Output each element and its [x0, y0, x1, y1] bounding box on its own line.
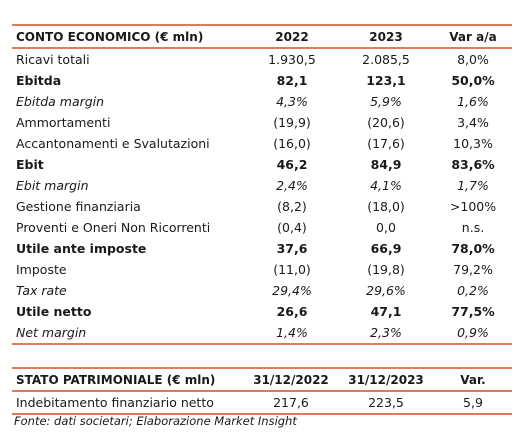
value-2022: (16,0)	[273, 136, 311, 151]
balance-sheet-header: STATO PATRIMONIALE (€ mln) 31/12/2022 31…	[12, 367, 512, 392]
row-label: Ebit	[16, 157, 44, 172]
row-label: Ammortamenti	[16, 115, 111, 130]
table-row: Proventi e Oneri Non Ricorrenti (0,4) 0,0 n…	[12, 217, 512, 238]
value-2022: (0,4)	[277, 220, 307, 235]
row-label: Accantonamenti e Svalutazioni	[16, 136, 210, 151]
value-2022: (8,2)	[277, 199, 307, 214]
row-label: Utile ante imposte	[16, 241, 147, 256]
table-row: Net margin 1,4% 2,3% 0,9%	[12, 322, 512, 343]
value-var: 0,9%	[457, 325, 489, 340]
value-2023: 0,0	[376, 220, 396, 235]
income-statement-body: Ricavi totali 1.930,5 2.085,5 8,0% Ebitda 82,…	[12, 49, 512, 345]
value-2022: 46,2	[276, 157, 308, 172]
table-row: Gestione finanziaria (8,2) (18,0) >100%	[12, 196, 512, 217]
table-row: Ricavi totali 1.930,5 2.085,5 8,0%	[12, 49, 512, 70]
table-row: Ebit 46,2 84,9 83,6%	[12, 154, 512, 175]
value-2023: 2,3%	[370, 325, 402, 340]
value-2022: 4,3%	[276, 94, 308, 109]
value-var: 1,7%	[457, 178, 489, 193]
table-row: Utile netto 26,6 47,1 77,5%	[12, 301, 512, 322]
value-2023: (18,0)	[367, 199, 405, 214]
value-var: 78,0%	[451, 241, 495, 256]
value-2023: 47,1	[370, 304, 402, 319]
value-2022: 26,6	[276, 304, 308, 319]
row-label: Ricavi totali	[16, 52, 90, 67]
table-row: Imposte (11,0) (19,8) 79,2%	[12, 259, 512, 280]
header-label: CONTO ECONOMICO (€ mln)	[16, 29, 204, 44]
value-var: 10,3%	[453, 136, 493, 151]
value-2023: 29,6%	[366, 283, 406, 298]
value-2023: 123,1	[366, 73, 406, 88]
row-label: Indebitamento finanziario netto	[16, 395, 214, 410]
value-var: 0,2%	[457, 283, 489, 298]
table-row: Ebit margin 2,4% 4,1% 1,7%	[12, 175, 512, 196]
value-var: 3,4%	[457, 115, 489, 130]
table-row: Accantonamenti e Svalutazioni (16,0) (17,6…	[12, 133, 512, 154]
value-2023: 66,9	[370, 241, 402, 256]
table-row: Ebitda margin 4,3% 5,9% 1,6%	[12, 91, 512, 112]
value-var: >100%	[449, 199, 497, 214]
row-label: Ebit margin	[16, 178, 89, 193]
header-var: Var.	[460, 372, 486, 387]
header-var: Var a/a	[449, 29, 497, 44]
value-var: 77,5%	[451, 304, 495, 319]
income-statement-header: CONTO ECONOMICO (€ mln) 2022 2023 Var a/…	[12, 24, 512, 49]
value-2022: 217,6	[273, 395, 309, 410]
header-2023: 31/12/2023	[348, 372, 424, 387]
header-2022: 31/12/2022	[253, 372, 329, 387]
value-2022: 1,4%	[276, 325, 308, 340]
value-var: 8,0%	[457, 52, 489, 67]
value-2023: 2.085,5	[362, 52, 410, 67]
value-2022: 37,6	[276, 241, 308, 256]
value-2022: 2,4%	[276, 178, 308, 193]
table-row: Indebitamento finanziario netto 217,6 223,…	[12, 392, 512, 413]
value-2023: (20,6)	[367, 115, 405, 130]
header-2022: 2022	[275, 29, 309, 44]
income-statement-table: CONTO ECONOMICO (€ mln) 2022 2023 Var a/…	[12, 24, 512, 345]
row-label: Gestione finanziaria	[16, 199, 141, 214]
value-2022: (11,0)	[273, 262, 311, 277]
balance-sheet-body: Indebitamento finanziario netto 217,6 223,…	[12, 392, 512, 415]
row-label: Tax rate	[16, 283, 67, 298]
value-2022: 82,1	[276, 73, 308, 88]
row-label: Proventi e Oneri Non Ricorrenti	[16, 220, 211, 235]
row-label: Ebitda	[16, 73, 62, 88]
header-2023: 2023	[369, 29, 403, 44]
balance-sheet-table: STATO PATRIMONIALE (€ mln) 31/12/2022 31…	[12, 367, 512, 415]
header-label: STATO PATRIMONIALE (€ mln)	[16, 372, 216, 387]
row-label: Ebitda margin	[16, 94, 105, 109]
value-2022: 29,4%	[272, 283, 312, 298]
value-var: 83,6%	[451, 157, 495, 172]
table-row: Ammortamenti (19,9) (20,6) 3,4%	[12, 112, 512, 133]
value-var: n.s.	[461, 220, 485, 235]
row-label: Net margin	[16, 325, 87, 340]
value-2023: 4,1%	[370, 178, 402, 193]
value-2023: (19,8)	[367, 262, 405, 277]
value-var: 1,6%	[457, 94, 489, 109]
table-row: Tax rate 29,4% 29,6% 0,2%	[12, 280, 512, 301]
value-var: 79,2%	[453, 262, 493, 277]
value-2022: 1.930,5	[268, 52, 316, 67]
value-2022: (19,9)	[273, 115, 311, 130]
value-2023: 5,9%	[370, 94, 402, 109]
row-label: Imposte	[16, 262, 67, 277]
row-label: Utile netto	[16, 304, 92, 319]
value-2023: (17,6)	[367, 136, 405, 151]
value-var: 5,9	[463, 395, 483, 410]
table-row: Ebitda 82,1 123,1 50,0%	[12, 70, 512, 91]
source-note: Fonte: dati societari; Elaborazione Mark…	[14, 414, 297, 428]
value-2023: 84,9	[370, 157, 402, 172]
table-row: Utile ante imposte 37,6 66,9 78,0%	[12, 238, 512, 259]
value-var: 50,0%	[451, 73, 495, 88]
value-2023: 223,5	[368, 395, 404, 410]
